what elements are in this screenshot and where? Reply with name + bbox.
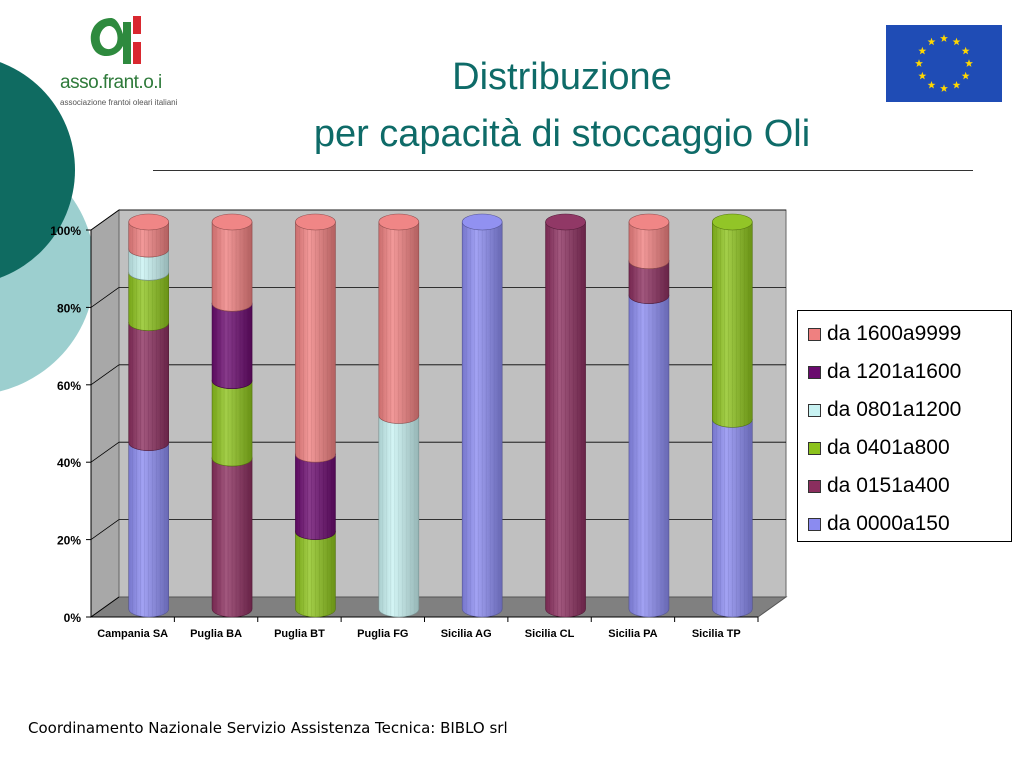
legend-item: da 0401a800: [808, 433, 950, 463]
gridline-side: [90, 209, 120, 231]
legend-swatch: [808, 479, 821, 493]
x-tick-label: Sicilia PA: [608, 628, 657, 640]
bar-segment: [461, 213, 503, 618]
y-tick-label: 60%: [57, 379, 81, 393]
x-tick-label: Puglia BA: [190, 628, 242, 640]
legend-label: da 0151a400: [827, 474, 950, 497]
y-tick-label: 0%: [64, 611, 82, 625]
y-tick-label: 80%: [57, 301, 81, 315]
legend-label: da 0401a800: [827, 436, 950, 459]
legend-label: da 1600a9999: [827, 322, 962, 345]
legend-item: da 1201a1600: [808, 357, 961, 387]
bar-segment: [211, 449, 253, 618]
eu-star: [961, 46, 970, 55]
y-tick-label: 40%: [57, 456, 81, 470]
bar-segment-top: [628, 213, 670, 231]
gridline-side: [90, 364, 120, 386]
legend-label: da 0000a150: [827, 512, 950, 535]
bar-segment: [128, 314, 169, 451]
bar-segment-top: [295, 213, 336, 231]
legend-item: da 0000a150: [808, 509, 950, 539]
y-tick-label: 100%: [50, 224, 81, 238]
legend-label: da 1201a1600: [827, 360, 962, 383]
legend-swatch: [808, 327, 821, 341]
eu-star: [961, 71, 970, 80]
legend-label: da 0801a1200: [827, 398, 962, 421]
bar-segment: [712, 213, 753, 428]
legend-swatch: [808, 517, 821, 531]
logo-brand: asso.frant.o.i: [60, 72, 162, 93]
stacked-bar-chart: 0% 20% 40% 60% 80% 100% Campania SA Puglia BA Pu…: [50, 209, 788, 640]
eu-star: [915, 59, 923, 67]
eu-star: [940, 84, 948, 92]
gridline-side: [90, 596, 120, 618]
legend-item: da 1600a9999: [808, 319, 961, 349]
eu-star: [918, 46, 927, 55]
bar-segment: [378, 407, 420, 618]
eu-star: [918, 71, 927, 80]
chart-legend: da 1600a9999 da 1201a1600 da 0801a1200 da 0…: [797, 310, 1012, 542]
slide-footer: Coordinamento Nazionale Servizio Assiste…: [28, 719, 508, 737]
gridline-side: [90, 441, 120, 463]
eu-star: [965, 59, 973, 67]
bar-segment: [211, 213, 253, 312]
bar-segment: [128, 434, 169, 618]
title-divider: [153, 170, 973, 171]
legend-item: da 0151a400: [808, 471, 950, 501]
bar-segment: [545, 213, 586, 618]
chart-side-wall: [90, 209, 120, 618]
x-tick-label: Puglia BT: [274, 628, 325, 640]
eu-star: [952, 37, 961, 46]
eu-star: [927, 37, 936, 46]
bar-segment-top: [211, 213, 253, 231]
bar-segment-top: [712, 213, 753, 231]
bar-segment: [628, 287, 670, 618]
bar-segment-top: [128, 213, 169, 231]
eu-star: [952, 80, 961, 89]
eu-star: [927, 80, 936, 89]
bar-segment: [295, 213, 336, 463]
asso-frantoi-logo-icon: [90, 16, 141, 64]
x-tick-label: Puglia FG: [357, 628, 408, 640]
eu-flag-icon: [886, 25, 1002, 102]
legend-swatch: [808, 365, 821, 379]
x-tick-label: Sicilia TP: [692, 628, 741, 640]
legend-item: da 0801a1200: [808, 395, 961, 425]
bar-segment-top: [378, 213, 420, 231]
gridline-side: [90, 519, 120, 540]
eu-star: [940, 34, 948, 42]
bar-segment-top: [461, 213, 503, 231]
x-tick-label: Sicilia CL: [525, 628, 575, 640]
bar-segment: [628, 213, 670, 269]
decorative-circles: [0, 62, 95, 392]
x-tick-label: Campania SA: [97, 628, 168, 640]
x-tick-label: Sicilia AG: [441, 628, 492, 640]
y-tick-label: 20%: [57, 534, 81, 548]
bar-segment: [378, 213, 420, 424]
deco-dark-circle: [0, 62, 75, 278]
logo-subtitle: associazione frantoi oleari italiani: [60, 98, 178, 107]
asso-frantoi-logo: asso.frant.o.i associazione frantoi olea…: [58, 14, 198, 109]
eu-stars: [915, 34, 973, 92]
chart-floor: [89, 596, 788, 618]
bar-segment-top: [545, 213, 586, 231]
legend-swatch: [808, 441, 821, 455]
gridline-side: [90, 287, 120, 308]
slide-title-line2: per capacità di stoccaggio Oli: [313, 113, 811, 155]
bar-segment: [712, 411, 753, 618]
slide-title-line1: Distribuzione: [452, 56, 672, 98]
legend-swatch: [808, 403, 821, 417]
bar-segment: [128, 213, 169, 258]
